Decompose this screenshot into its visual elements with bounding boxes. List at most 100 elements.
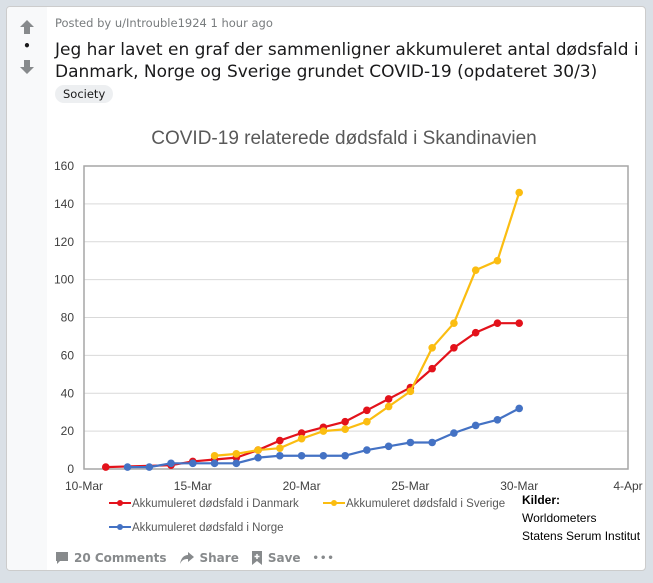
legend-item: Akkumuleret dødsfald i Norge bbox=[109, 522, 283, 534]
data-point bbox=[189, 459, 197, 468]
chart-image[interactable]: COVID-19 relaterede dødsfald i Skandinav… bbox=[49, 111, 645, 541]
y-tick-label: 40 bbox=[61, 386, 75, 400]
data-point bbox=[341, 425, 349, 434]
data-point bbox=[428, 364, 436, 373]
post-timestamp[interactable]: 1 hour ago bbox=[210, 16, 273, 30]
posted-by-label: Posted by bbox=[55, 16, 112, 30]
author-link[interactable]: u/Introuble1924 bbox=[114, 16, 207, 30]
x-tick-label: 10-Mar bbox=[65, 479, 103, 493]
gridlines bbox=[84, 203, 628, 432]
data-point bbox=[145, 463, 154, 471]
downvote-button[interactable] bbox=[19, 59, 35, 75]
data-point bbox=[515, 188, 523, 197]
y-axis-ticks: 0 20 40 60 80 100 120 140 160 bbox=[54, 159, 74, 476]
chart-title: COVID-19 relaterede dødsfald i Skandinav… bbox=[151, 128, 536, 149]
y-tick-label: 0 bbox=[67, 462, 74, 476]
data-point bbox=[471, 421, 480, 430]
y-tick-label: 100 bbox=[54, 273, 74, 287]
data-point bbox=[341, 417, 349, 426]
data-point bbox=[363, 417, 371, 426]
comments-label: 20 Comments bbox=[74, 551, 167, 565]
series-line bbox=[105, 322, 520, 469]
vote-column: • bbox=[7, 7, 47, 570]
arrow-down-icon bbox=[20, 60, 34, 74]
bookmark-icon bbox=[251, 551, 262, 565]
data-point bbox=[471, 328, 480, 337]
share-label: Share bbox=[199, 551, 239, 565]
more-options-button[interactable]: ••• bbox=[313, 553, 335, 564]
x-tick-label: 4-Apr bbox=[613, 479, 642, 493]
legend-item: Akkumuleret dødsfald i Danmark bbox=[109, 498, 299, 510]
data-point bbox=[493, 415, 502, 424]
data-point bbox=[167, 459, 175, 468]
data-point bbox=[276, 436, 284, 445]
x-tick-label: 25-Mar bbox=[391, 479, 429, 493]
data-point bbox=[297, 434, 306, 443]
post-actions: 20 Comments Share Save ••• bbox=[55, 547, 335, 569]
data-point bbox=[297, 451, 306, 460]
data-point bbox=[363, 446, 371, 454]
x-tick-label: 15-Mar bbox=[174, 479, 212, 493]
data-point bbox=[232, 450, 241, 458]
data-point bbox=[276, 451, 284, 460]
legend: Akkumuleret dødsfald i Danmark Akkumulere… bbox=[109, 498, 505, 534]
line-chart: COVID-19 relaterede dødsfald i Skandinav… bbox=[54, 128, 643, 541]
data-point bbox=[493, 256, 502, 265]
data-point bbox=[450, 429, 458, 437]
plot-area bbox=[83, 165, 629, 470]
legend-label: Akkumuleret dødsfald i Norge bbox=[132, 522, 283, 534]
legend-swatch-marker bbox=[117, 524, 123, 530]
y-tick-label: 140 bbox=[54, 197, 74, 211]
comment-icon bbox=[56, 552, 68, 564]
post-card: • Posted by u/Introuble1924 1 hour ago J… bbox=[6, 6, 646, 571]
post-title[interactable]: Jeg har lavet en graf der sammenligner a… bbox=[55, 40, 639, 82]
y-tick-label: 160 bbox=[54, 159, 74, 173]
data-point bbox=[515, 404, 523, 413]
data-point bbox=[384, 442, 393, 451]
y-tick-label: 20 bbox=[61, 424, 75, 438]
source-ssi: Statens Serum Institut bbox=[522, 529, 641, 541]
data-point bbox=[363, 406, 371, 415]
series-2 bbox=[123, 404, 523, 471]
data-point bbox=[319, 427, 328, 435]
x-tick-label: 20-Mar bbox=[283, 479, 321, 493]
data-point bbox=[384, 402, 393, 411]
data-point bbox=[341, 451, 349, 460]
post-flair[interactable]: Society bbox=[55, 85, 114, 103]
data-point bbox=[428, 438, 436, 447]
share-arrow-icon bbox=[179, 552, 194, 564]
legend-swatch-marker bbox=[117, 500, 123, 506]
save-label: Save bbox=[267, 551, 301, 565]
arrow-up-icon bbox=[20, 20, 34, 34]
sources-heading: Kilder: bbox=[522, 493, 560, 507]
data-point bbox=[210, 451, 219, 460]
data-point bbox=[254, 453, 262, 462]
series-0 bbox=[101, 319, 523, 471]
data-point bbox=[515, 319, 523, 327]
data-point bbox=[406, 387, 415, 396]
series-line bbox=[214, 192, 521, 457]
legend-item: Akkumuleret dødsfald i Sverige bbox=[323, 498, 505, 510]
y-tick-label: 80 bbox=[61, 311, 75, 325]
series-1 bbox=[210, 188, 523, 460]
data-point bbox=[232, 459, 241, 468]
save-button[interactable]: Save bbox=[251, 550, 301, 566]
data-point bbox=[406, 438, 415, 447]
y-tick-label: 60 bbox=[61, 348, 75, 362]
data-point bbox=[319, 451, 328, 460]
data-point bbox=[210, 459, 219, 468]
more-dots-icon: ••• bbox=[312, 552, 335, 564]
data-point bbox=[450, 344, 458, 352]
vote-score: • bbox=[23, 39, 31, 53]
share-button[interactable]: Share bbox=[179, 551, 239, 565]
x-axis-ticks: 10-Mar 15-Mar 20-Mar 25-Mar 30-Mar 4-Apr bbox=[65, 479, 643, 493]
comments-button[interactable]: 20 Comments bbox=[55, 551, 167, 565]
y-tick-label: 120 bbox=[54, 235, 74, 249]
data-point bbox=[428, 344, 436, 352]
data-point bbox=[254, 446, 262, 454]
sources-annotation: Kilder: Worldometers Statens Serum Insti… bbox=[522, 493, 641, 541]
upvote-button[interactable] bbox=[19, 19, 35, 35]
x-tick-label: 30-Mar bbox=[500, 479, 538, 493]
data-point bbox=[123, 463, 132, 471]
data-point bbox=[450, 319, 458, 327]
